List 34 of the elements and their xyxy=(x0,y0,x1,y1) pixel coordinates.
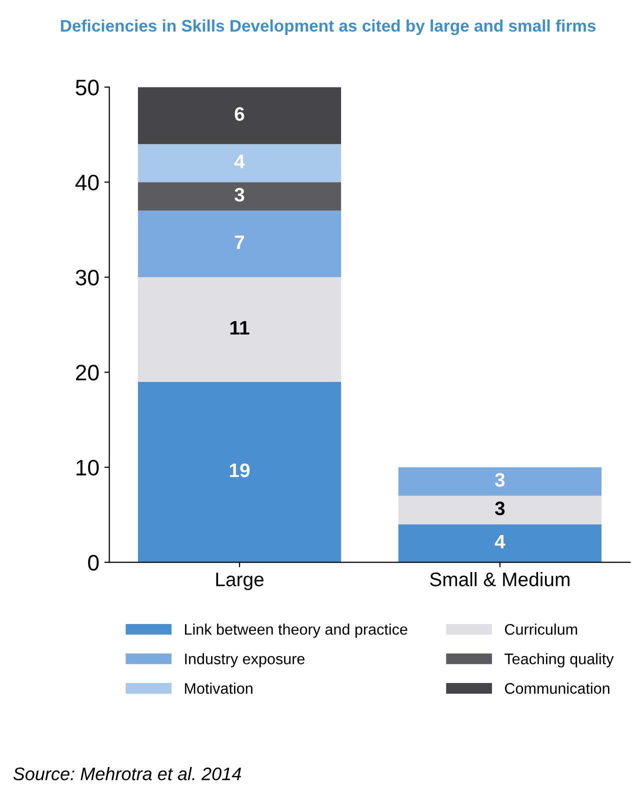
y-tick-label: 40 xyxy=(75,174,99,190)
y-tick-label: 20 xyxy=(76,364,99,381)
data-label: 3 xyxy=(234,188,244,202)
legend-label: Industry exposure xyxy=(185,653,305,668)
bar xyxy=(138,144,342,182)
legend-label: Link between theory and practice xyxy=(185,624,408,638)
y-tick-label: 50 xyxy=(76,80,99,96)
data-label: 4 xyxy=(494,534,506,548)
bar xyxy=(138,87,342,144)
data-label: 19 xyxy=(230,463,250,478)
legend-label: Motivation xyxy=(185,682,252,694)
y-tick-label: 10 xyxy=(76,460,99,476)
legend-label: Teaching quality xyxy=(504,653,614,668)
x-tick-label: Small & Medium xyxy=(430,572,570,586)
bar xyxy=(138,277,342,382)
x-tick-label: Large xyxy=(216,572,264,590)
chart-title: Deficiencies in Skills Development as cited by large and small firms xyxy=(61,19,596,36)
bar xyxy=(138,210,342,278)
data-label: 6 xyxy=(234,107,244,121)
bar xyxy=(138,182,342,211)
data-label: 11 xyxy=(230,321,250,334)
data-label: 7 xyxy=(234,236,244,249)
data-label: 3 xyxy=(494,502,505,516)
bar xyxy=(398,496,602,524)
y-tick-label: 0 xyxy=(88,554,99,571)
data-label: 3 xyxy=(494,472,505,487)
bar xyxy=(138,382,342,562)
data-label: 4 xyxy=(234,154,245,168)
legend-label: Communication xyxy=(504,682,610,694)
bar xyxy=(398,467,602,496)
legend-label: Curriculum xyxy=(504,624,578,635)
source-note: Source: Mehrotra et al. 2014 xyxy=(13,767,242,780)
y-tick-label: 30 xyxy=(76,270,99,286)
bar xyxy=(398,524,602,562)
